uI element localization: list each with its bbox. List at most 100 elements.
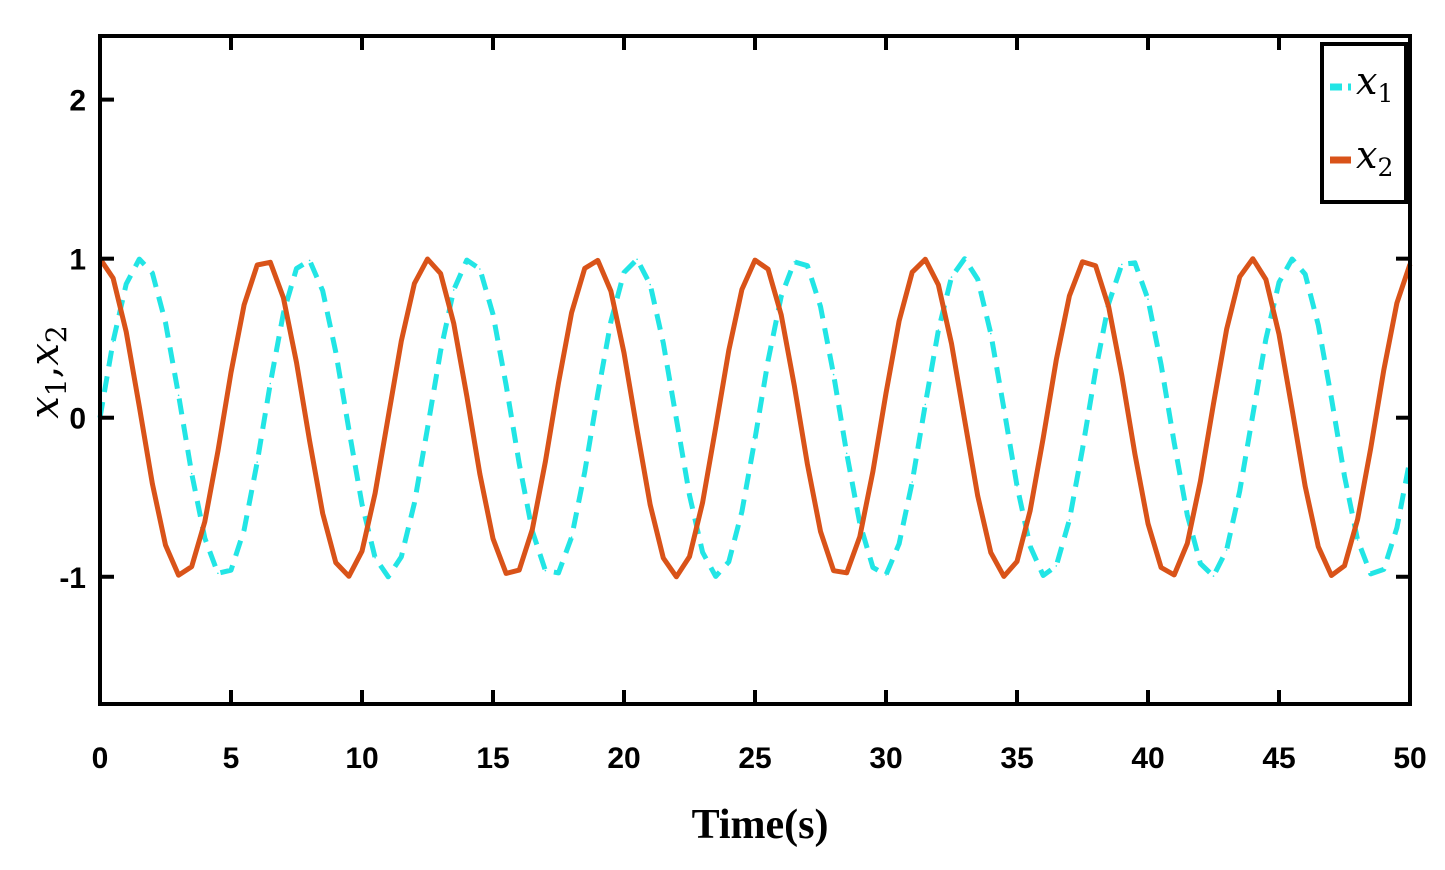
data-point-x2-65 — [950, 342, 953, 345]
data-point-x2-38 — [597, 259, 599, 262]
data-point-x1-13 — [269, 382, 272, 385]
data-point-x1-23 — [400, 556, 403, 558]
data-point-x2-31 — [505, 572, 507, 575]
data-point-x1-27 — [452, 289, 455, 291]
data-point-x1-81 — [1160, 363, 1162, 366]
data-point-x2-27 — [452, 322, 455, 325]
data-point-x2-52 — [780, 314, 782, 316]
data-point-x1-92 — [1304, 273, 1306, 276]
data-point-x2-77 — [1107, 306, 1110, 308]
data-point-x2-34 — [544, 460, 547, 463]
data-point-x2-61 — [898, 320, 900, 322]
x-tick-label-20: 20 — [607, 742, 640, 775]
data-point-x1-73 — [1055, 565, 1058, 567]
y-axis-label-sub-2: 2 — [40, 325, 73, 343]
data-point-x1-75 — [1081, 448, 1084, 450]
data-point-x1-14 — [282, 312, 285, 315]
data-point-x2-41 — [636, 429, 638, 432]
data-point-x1-91 — [1291, 258, 1293, 260]
data-point-x2-48 — [728, 349, 730, 352]
data-point-x1-22 — [387, 576, 390, 578]
data-point-x1-15 — [295, 267, 298, 270]
data-point-x1-29 — [479, 268, 481, 270]
data-point-x2-1 — [112, 277, 114, 279]
data-point-x1-20 — [361, 503, 363, 506]
data-point-x2-56 — [832, 569, 835, 572]
data-point-x2-73 — [1055, 359, 1058, 361]
data-point-x1-96 — [1356, 539, 1359, 541]
data-point-x1-71 — [1029, 545, 1031, 547]
legend-box — [1320, 42, 1408, 204]
data-point-x1-4 — [151, 272, 154, 274]
data-point-x2-8 — [204, 520, 206, 523]
data-point-x1-39 — [610, 320, 612, 323]
data-point-x2-90 — [1278, 333, 1280, 336]
data-point-x2-17 — [321, 512, 324, 515]
data-point-x2-43 — [662, 557, 665, 559]
legend: x1 x2 — [1320, 42, 1408, 204]
data-point-x2-6 — [177, 574, 180, 576]
data-point-x1-10 — [230, 569, 232, 571]
y-axis-label-base-1: x — [22, 396, 68, 419]
data-point-x1-28 — [466, 259, 468, 261]
data-point-x1-99 — [1396, 527, 1398, 529]
data-point-x1-44 — [675, 418, 678, 420]
x-tick-label-40: 40 — [1131, 742, 1164, 775]
data-point-x2-85 — [1212, 402, 1215, 405]
data-point-x1-67 — [976, 278, 979, 281]
data-point-x1-59 — [872, 566, 874, 569]
data-point-x2-16 — [308, 440, 311, 442]
data-point-x1-38 — [597, 393, 599, 395]
data-point-x1-9 — [217, 572, 219, 575]
data-point-x1-32 — [518, 462, 520, 465]
data-point-x2-2 — [125, 331, 127, 333]
data-point-x1-17 — [321, 290, 324, 292]
data-point-x1-90 — [1278, 281, 1280, 284]
data-point-x2-82 — [1173, 574, 1175, 576]
series-layer — [97, 256, 1413, 580]
data-point-x1-64 — [937, 329, 940, 331]
data-point-x2-99 — [1396, 302, 1398, 304]
data-point-x1-12 — [256, 461, 259, 463]
data-point-x1-80 — [1147, 298, 1149, 301]
x-tick-label-35: 35 — [1000, 742, 1033, 775]
data-point-x1-57 — [845, 452, 848, 455]
data-point-x2-12 — [256, 264, 259, 266]
data-point-x2-67 — [976, 495, 979, 497]
svg-text:x1,x2: x1,x2 — [22, 325, 73, 419]
data-point-x1-25 — [426, 427, 429, 430]
data-point-x2-89 — [1265, 278, 1267, 281]
data-point-x2-92 — [1304, 485, 1306, 488]
data-point-x2-13 — [269, 261, 272, 264]
data-point-x2-53 — [793, 384, 796, 387]
data-point-x2-24 — [413, 282, 416, 285]
data-point-x1-70 — [1016, 485, 1018, 487]
data-point-x2-11 — [243, 304, 245, 306]
data-point-x2-76 — [1094, 265, 1097, 267]
data-point-x2-36 — [570, 311, 573, 314]
data-point-x1-31 — [505, 384, 507, 386]
data-point-x2-95 — [1343, 565, 1346, 567]
data-point-x1-48 — [728, 561, 730, 563]
data-point-x1-52 — [780, 295, 782, 298]
data-point-x2-74 — [1068, 295, 1071, 297]
data-point-x1-87 — [1238, 490, 1241, 493]
data-point-x1-2 — [125, 283, 127, 285]
data-point-x2-18 — [335, 561, 337, 564]
data-point-x1-82 — [1173, 442, 1175, 444]
legend-x2-base: x — [1356, 133, 1377, 177]
data-point-x1-47 — [714, 575, 717, 578]
data-point-x2-29 — [479, 473, 481, 476]
data-point-x2-50 — [754, 259, 756, 261]
data-point-x1-11 — [243, 529, 245, 531]
data-point-x2-91 — [1291, 408, 1293, 411]
data-point-x1-98 — [1383, 568, 1385, 571]
data-point-x1-83 — [1186, 514, 1189, 516]
data-point-x2-88 — [1252, 257, 1254, 260]
data-point-x2-33 — [531, 528, 534, 531]
data-point-x1-49 — [741, 510, 743, 513]
legend-x1-base: x — [1356, 59, 1377, 103]
data-point-x1-42 — [649, 283, 651, 286]
y-axis-label-base-2: x — [22, 343, 68, 366]
